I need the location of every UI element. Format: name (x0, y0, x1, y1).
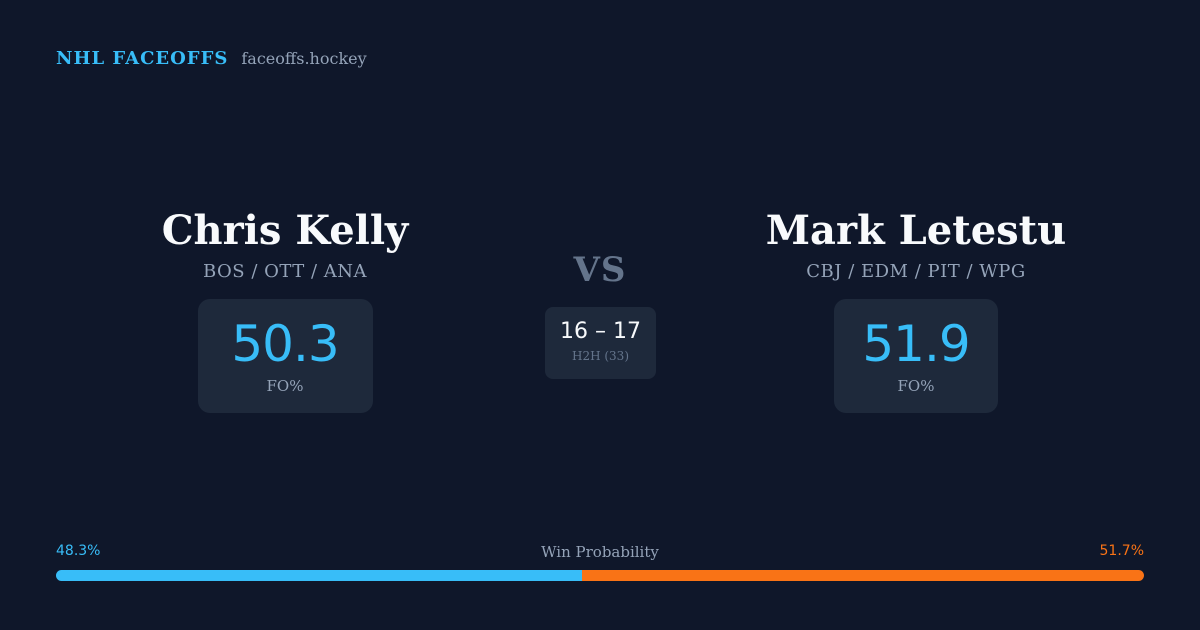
player-teams: CBJ / EDM / PIT / WPG (806, 261, 1026, 282)
head-to-head-card: 16 – 17 H2H (33) (545, 307, 656, 379)
win-probability-labels: 48.3% Win Probability 51.7% (56, 543, 1144, 563)
versus-label: VS (573, 250, 627, 290)
faceoff-stat-card: 51.9 FO% (834, 299, 998, 413)
win-probability-bar (56, 570, 1144, 581)
win-probability-bar-left (56, 570, 582, 581)
win-probability-title: Win Probability (541, 543, 659, 561)
player-name: Chris Kelly (161, 207, 409, 254)
player-card-left: Chris Kelly BOS / OTT / ANA 50.3 FO% (75, 205, 495, 413)
player-name: Mark Letestu (765, 207, 1067, 254)
player-teams: BOS / OTT / ANA (202, 261, 367, 282)
faceoff-percentage-label: FO% (266, 377, 304, 395)
faceoff-stat-card: 50.3 FO% (197, 299, 373, 413)
win-probability-bar-right (581, 570, 1144, 581)
head-to-head-label: H2H (33) (571, 349, 629, 363)
faceoff-percentage: 50.3 (231, 315, 339, 373)
head-to-head-score: 16 – 17 (560, 319, 641, 344)
brand-title: NHL FACEOFFS (56, 48, 229, 69)
faceoff-percentage: 51.9 (862, 315, 970, 373)
player-card-right: Mark Letestu CBJ / EDM / PIT / WPG 51.9 … (706, 205, 1126, 413)
faceoff-percentage-label: FO% (897, 377, 935, 395)
brand-domain: faceoffs.hockey (241, 49, 367, 68)
brand-header: NHL FACEOFFS faceoffs.hockey (56, 48, 367, 69)
win-probability-left: 48.3% (56, 543, 101, 559)
win-probability-right: 51.7% (1099, 543, 1144, 559)
